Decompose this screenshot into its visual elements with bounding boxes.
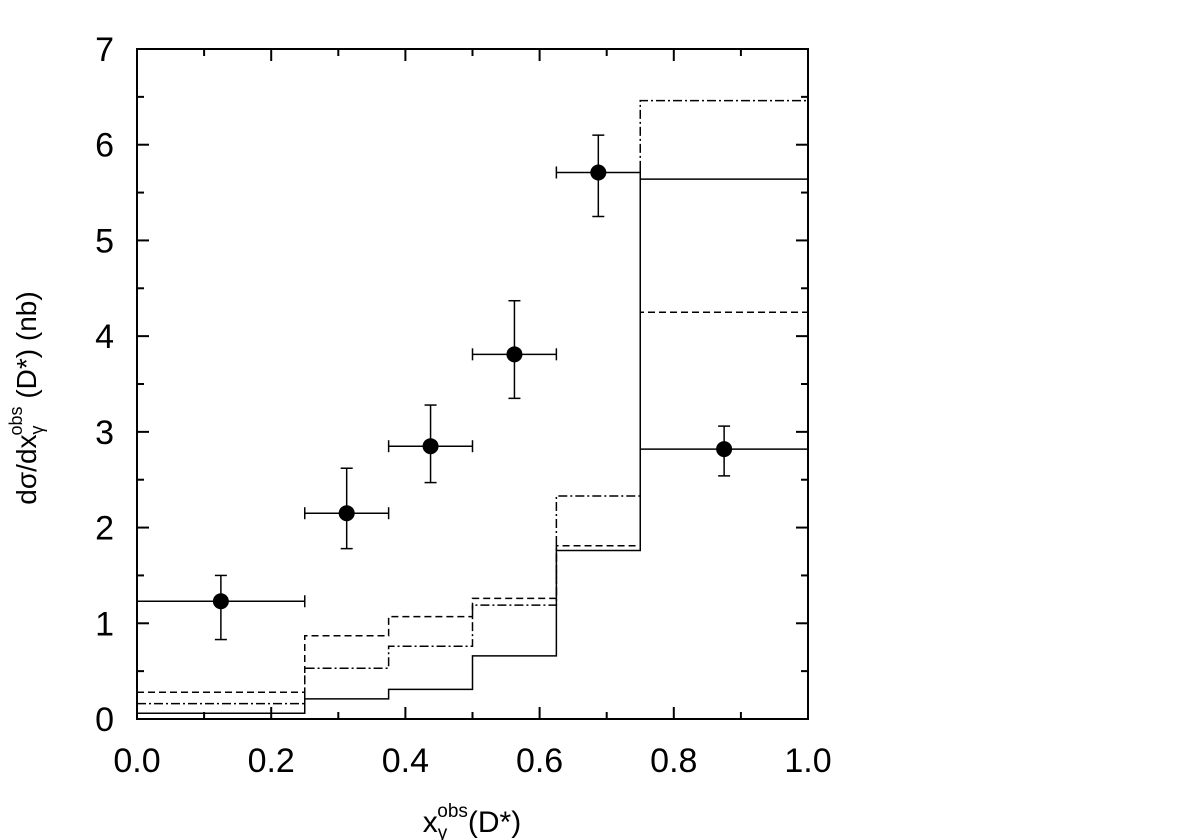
data-point-2 — [304, 467, 390, 550]
y-axis-label-sup: obs — [6, 406, 26, 435]
x-tick-label: 0.6 — [516, 742, 563, 780]
data-point-5 — [555, 134, 641, 218]
x-tick-label: 0.2 — [248, 742, 295, 780]
x-tick-label: 0.0 — [113, 742, 160, 780]
x-tick-label: 0.8 — [650, 742, 697, 780]
data-point-marker — [422, 438, 439, 455]
x-axis-label-sup: obs — [437, 801, 468, 822]
data-point-marker — [716, 441, 733, 458]
data-point-marker — [590, 164, 607, 181]
x-axis-label-base: x — [423, 806, 438, 839]
data-point-3 — [387, 404, 474, 484]
data-point-4 — [471, 299, 558, 400]
y-axis-label-sub: γ — [27, 425, 47, 434]
histogram-dashdot-line — [137, 99, 808, 705]
data-point-1 — [136, 574, 306, 641]
y-tick-label: 3 — [95, 414, 114, 452]
histogram-layer — [137, 99, 808, 715]
y-tick-label: 5 — [95, 222, 114, 260]
y-axis-label: dσ/dxγobs (D*) (nb) — [6, 291, 47, 504]
y-tick-label: 6 — [95, 127, 114, 165]
x-tick-label: 1.0 — [784, 742, 831, 780]
y-tick-label: 1 — [95, 605, 114, 643]
data-point-marker — [338, 505, 355, 522]
x-axis-label: xγobs(D*) — [423, 801, 521, 840]
y-axis-label-suffix: (D*) (nb) — [11, 291, 42, 406]
data-point-marker — [212, 593, 229, 610]
x-tick-label: 0.4 — [382, 742, 429, 780]
y-tick-label: 0 — [95, 701, 114, 739]
tick-label-layer: 0.0 0.2 0.4 0.6 0.8 1.0 0 1 2 3 4 5 6 7 — [95, 31, 832, 780]
y-tick-label: 7 — [95, 31, 114, 69]
y-axis-label-prefix: dσ/dx — [11, 434, 42, 504]
data-point-6 — [639, 425, 809, 477]
tick-layer — [136, 48, 809, 720]
x-axis-label-sub: γ — [438, 823, 448, 840]
y-tick-label: 2 — [95, 510, 114, 548]
data-points-layer — [136, 134, 809, 641]
y-tick-label: 4 — [95, 318, 114, 356]
x-axis-label-suffix: (D*) — [468, 806, 521, 839]
data-point-marker — [506, 346, 523, 363]
